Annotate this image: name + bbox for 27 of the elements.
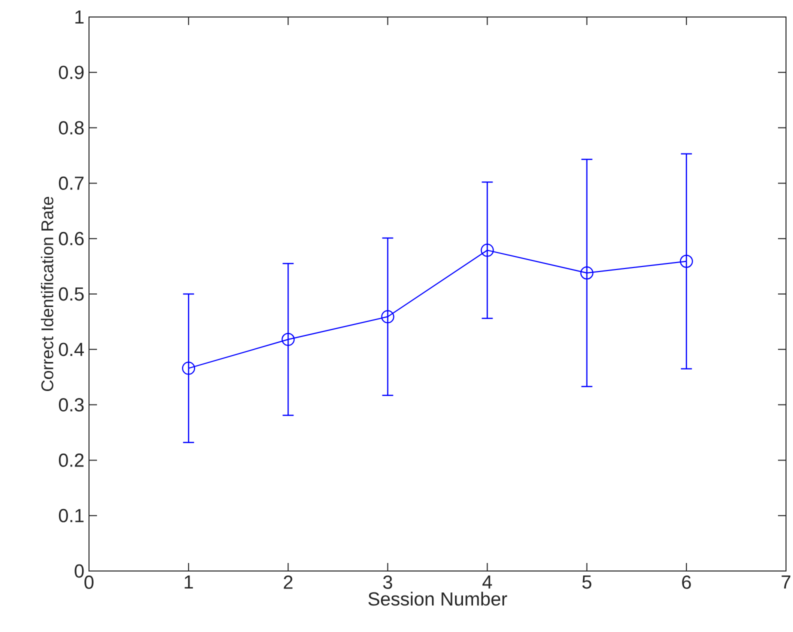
y-axis-title: Correct Identification Rate — [40, 196, 54, 392]
y-tick-label: 0.4 — [58, 342, 84, 356]
y-tick-label: 1 — [75, 10, 84, 24]
point — [381, 310, 394, 324]
y-tick-label: 0 — [74, 564, 84, 578]
x-tick-label: 6 — [682, 576, 691, 589]
x-tick-label: 0 — [84, 576, 94, 589]
point — [282, 332, 295, 346]
y-tick-label: 0.6 — [58, 232, 84, 246]
y-tick-label: 0.8 — [58, 121, 84, 134]
x-tick-label: 7 — [782, 576, 790, 589]
point — [580, 266, 594, 280]
x-tick-label: 4 — [482, 576, 492, 589]
x-tick-label: 5 — [582, 576, 592, 589]
y-tick-label: 0.7 — [58, 176, 84, 190]
y-tick-label: 0.1 — [58, 508, 84, 522]
x-axis-title: Session Number — [368, 592, 508, 606]
x-tick-label: 2 — [284, 576, 292, 589]
y-tick-label: 0.3 — [58, 398, 84, 412]
y-tick-label: 0.2 — [58, 453, 84, 467]
x-tick-label: 3 — [383, 576, 392, 589]
point — [182, 362, 196, 375]
point — [680, 254, 693, 268]
point — [480, 244, 494, 257]
y-tick-label: 0.9 — [58, 66, 84, 80]
y-tick-label: 0.5 — [58, 287, 84, 301]
x-tick-label: 1 — [184, 576, 193, 589]
